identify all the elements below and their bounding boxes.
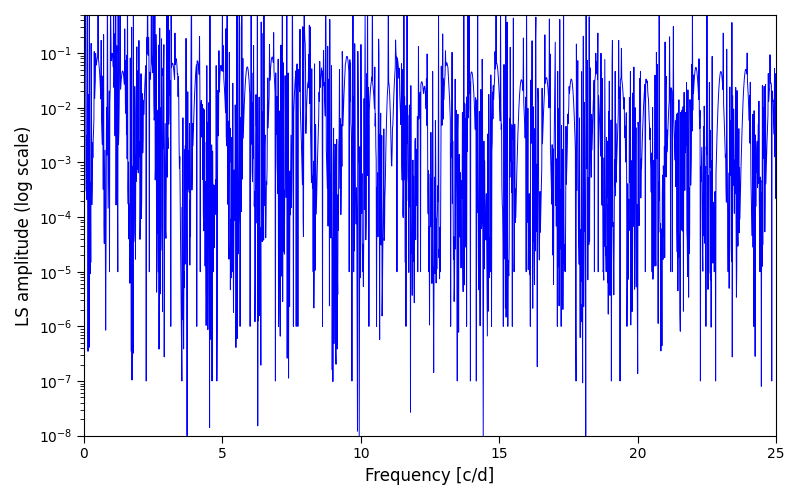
- X-axis label: Frequency [c/d]: Frequency [c/d]: [366, 467, 494, 485]
- Y-axis label: LS amplitude (log scale): LS amplitude (log scale): [15, 125, 33, 326]
